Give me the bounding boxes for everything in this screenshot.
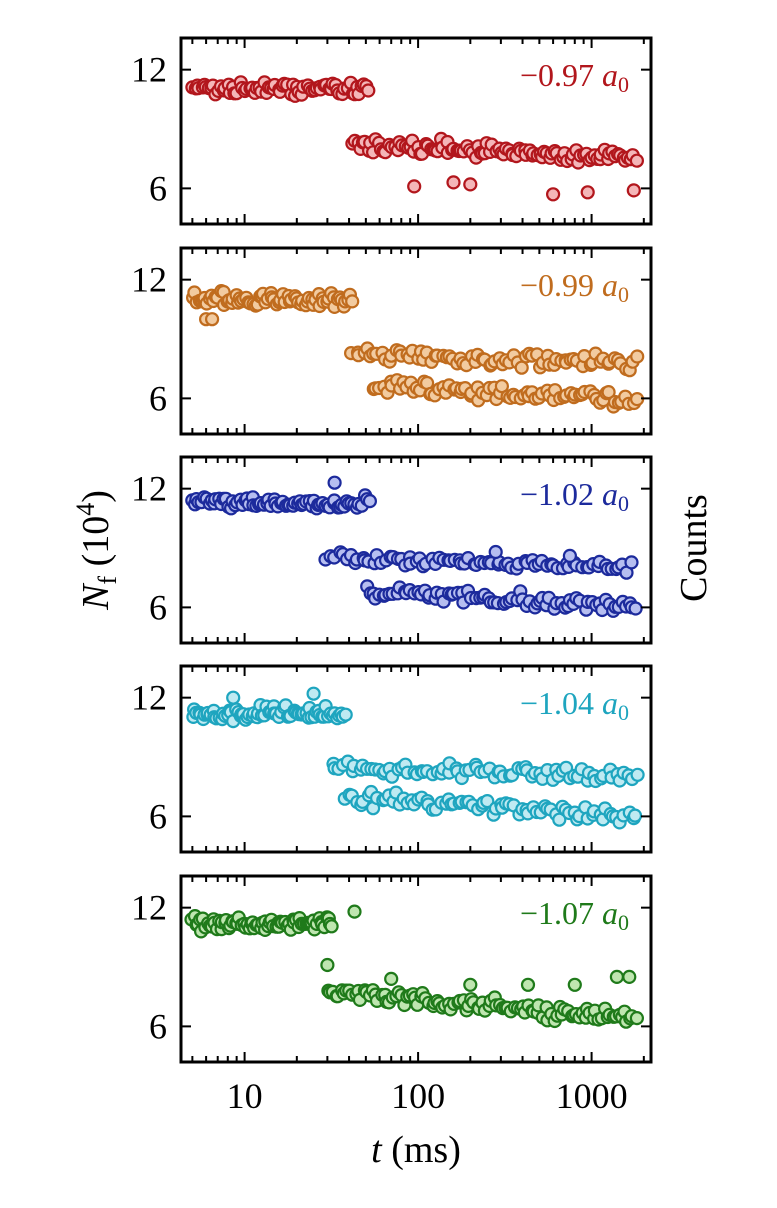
x-tick-label: 100 (391, 1076, 445, 1116)
panel-5-label: −1.07 a0 (520, 895, 629, 935)
panel-5-frame (179, 874, 653, 1064)
y-axis-label-close: ) (75, 490, 117, 503)
panel-4: 6 12 −1.04 a0 (131, 664, 653, 854)
y-tick-label: 12 (131, 888, 167, 928)
data-point (629, 1010, 645, 1026)
data-point (622, 969, 637, 985)
y-tick-label: 6 (149, 1006, 167, 1046)
data-point (362, 494, 377, 509)
data-point (629, 153, 645, 168)
right-axis-label: Counts (673, 494, 715, 602)
data-point (562, 548, 578, 564)
data-point (626, 183, 641, 198)
data-point (407, 179, 422, 194)
data-point (520, 977, 536, 992)
panel-2-label: −0.99 a0 (520, 267, 629, 307)
data-point (384, 971, 399, 987)
data-point (324, 919, 339, 934)
data-point (463, 977, 478, 992)
data-point (552, 812, 567, 827)
panel-4-points (186, 686, 645, 830)
panel-2: 6 12 −0.99 a0 (131, 246, 653, 436)
data-point (205, 312, 220, 327)
data-point (347, 904, 362, 919)
data-point (345, 294, 360, 309)
panel-5-points (184, 904, 645, 1029)
data-point (480, 793, 495, 809)
panel-1: 6 12 −0.97 a0 (131, 36, 653, 226)
y-tick-label: 6 (149, 587, 167, 627)
data-point (630, 767, 645, 782)
data-point (627, 808, 643, 823)
data-point (630, 349, 645, 364)
data-point (306, 686, 321, 701)
data-point (494, 379, 509, 394)
data-point (545, 187, 561, 202)
data-point (628, 601, 643, 616)
data-point (327, 475, 342, 490)
data-point (580, 185, 595, 200)
x-axis-label: t (ms) (371, 1129, 461, 1171)
data-point (463, 177, 478, 192)
panel-3-label: −1.02 a0 (520, 476, 629, 516)
panel-2-points (186, 284, 645, 414)
x-axis-label-variable: t (371, 1129, 383, 1171)
panel-3: 6 12 −1.02 a0 (131, 455, 653, 645)
data-point (488, 544, 503, 560)
y-tick-label: 6 (149, 378, 167, 418)
panel-3-frame (179, 455, 653, 645)
y-tick-label: 12 (131, 469, 167, 509)
y-tick-label: 12 (131, 678, 167, 718)
y-axis-label-unit: (10 (75, 516, 117, 576)
x-tick-label: 1000 (556, 1076, 628, 1116)
data-point (320, 957, 335, 973)
panel-5: 6 12 −1.07 a0 (131, 874, 653, 1064)
data-point (601, 385, 616, 400)
y-axis-label-exponent: 4 (71, 503, 100, 516)
y-tick-label: 12 (131, 260, 167, 300)
data-point (226, 690, 241, 705)
y-tick-label: 6 (149, 796, 167, 836)
y-tick-label: 6 (149, 168, 167, 208)
data-point (609, 969, 625, 985)
panel-4-frame (179, 664, 653, 854)
data-point (446, 175, 461, 190)
y-tick-label: 12 (131, 50, 167, 90)
panel-1-label: −0.97 a0 (520, 57, 629, 97)
data-point (338, 707, 353, 722)
panel-3-points (185, 475, 643, 618)
y-axis-label: Nf (104) (71, 490, 122, 611)
x-tick-label: 10 (227, 1076, 263, 1116)
panel-4-label: −1.04 a0 (520, 685, 629, 725)
y-axis-label-variable: N (75, 582, 117, 611)
panel-2-frame (179, 246, 653, 436)
y-axis-label-subscript: f (93, 576, 122, 585)
data-point (514, 360, 529, 375)
data-point (361, 83, 376, 98)
panels-group: 6 12 −0.97 a0 6 12 −0.99 a0 6 12 −1.02 a0 6 12 −1.0… (131, 36, 653, 1116)
data-point (567, 977, 582, 992)
x-axis-label-unit: (ms) (382, 1129, 461, 1171)
panel-1-points (185, 75, 645, 202)
panel-1-frame (179, 36, 653, 226)
data-point (624, 555, 639, 570)
